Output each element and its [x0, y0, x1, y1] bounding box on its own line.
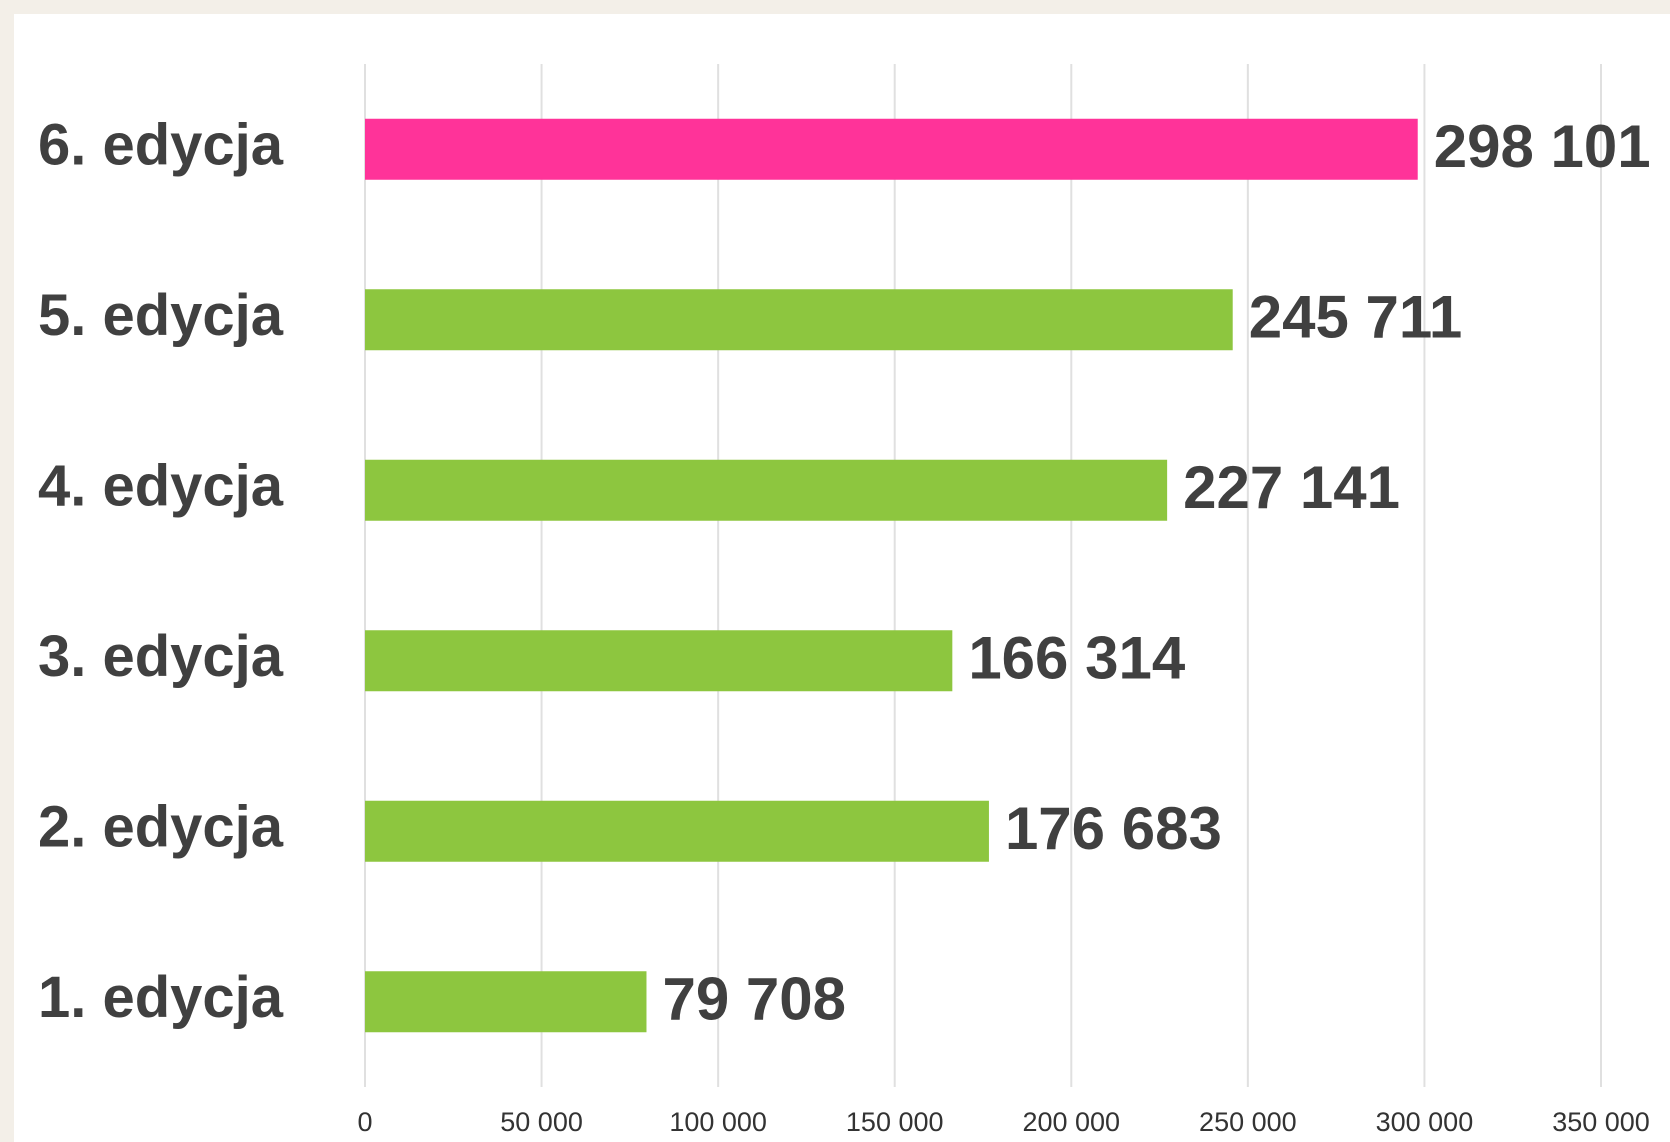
y-tick-label: 4. edycja	[38, 454, 284, 519]
x-tick-label: 150 000	[846, 1107, 944, 1137]
bar	[365, 459, 1168, 521]
x-tick-label: 200 000	[1022, 1107, 1120, 1137]
y-tick-label: 2. edycja	[38, 795, 284, 860]
value-label: 245 711	[1249, 284, 1463, 351]
panel	[14, 14, 1670, 1142]
value-label: 176 683	[1005, 795, 1222, 862]
x-tick-label: 100 000	[669, 1107, 767, 1137]
bar	[365, 630, 953, 692]
x-tick-label: 0	[357, 1107, 372, 1137]
value-label: 227 141	[1183, 454, 1400, 521]
x-tick-label: 300 000	[1376, 1107, 1474, 1137]
x-tick-label: 50 000	[500, 1107, 583, 1137]
x-tick-label: 250 000	[1199, 1107, 1297, 1137]
x-tick-label: 350 000	[1552, 1107, 1650, 1137]
value-label: 79 708	[662, 966, 846, 1033]
bar	[365, 800, 989, 862]
y-tick-label: 1. edycja	[38, 965, 284, 1030]
value-label: 298 101	[1434, 113, 1651, 180]
bar	[365, 289, 1233, 351]
y-tick-label: 3. edycja	[38, 624, 284, 689]
value-label: 166 314	[968, 625, 1186, 692]
y-tick-label: 5. edycja	[38, 283, 284, 348]
bar	[365, 971, 647, 1033]
bar	[365, 118, 1418, 180]
y-tick-label: 6. edycja	[38, 113, 284, 178]
